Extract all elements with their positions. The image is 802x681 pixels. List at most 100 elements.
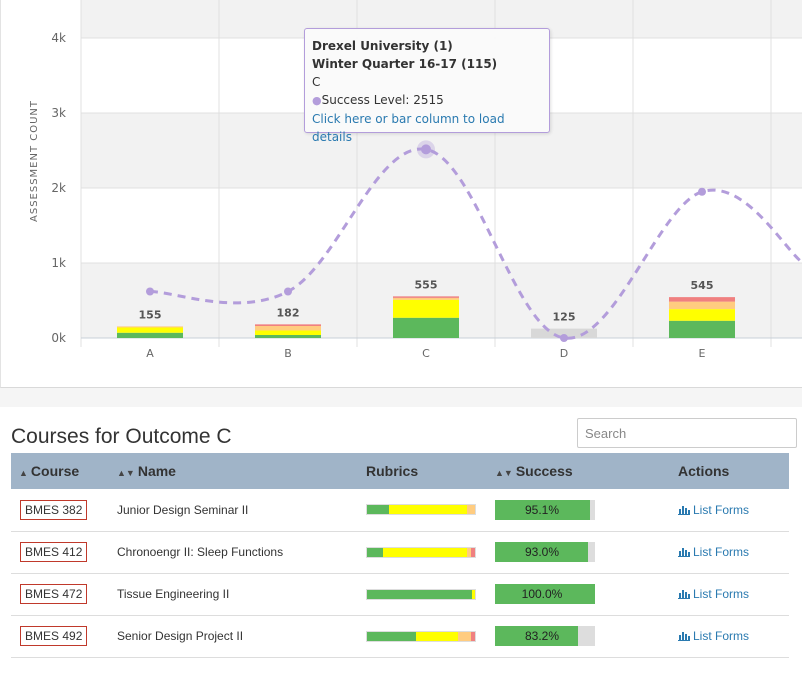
success-fill: [495, 499, 591, 520]
column-header-name[interactable]: ▲▼ Name: [117, 463, 176, 479]
bar-segment: [669, 320, 735, 338]
course-code-badge[interactable]: BMES 472: [20, 584, 88, 604]
courses-title: Courses for Outcome C: [11, 425, 232, 448]
rubric-segment: [467, 505, 475, 515]
grid-band: [81, 188, 802, 263]
bar-chart-icon: [678, 548, 690, 557]
table-row: BMES 492 Senior Design Project II 83.2% …: [11, 615, 789, 657]
rubric-bar: [366, 588, 476, 600]
rubric-segment: [367, 505, 389, 515]
bar-segment: [255, 335, 321, 338]
table-row: BMES 382 Junior Design Seminar II 95.1% …: [11, 489, 789, 531]
tooltip-value-row: ●Success Level: 2515: [312, 91, 542, 110]
course-code-badge[interactable]: BMES 382: [20, 499, 88, 520]
series-point: [284, 287, 292, 296]
list-forms-link[interactable]: List Forms: [678, 545, 749, 559]
course-code-badge[interactable]: BMES 492: [20, 626, 88, 646]
x-tick-label: A: [146, 347, 154, 360]
bar-segment: [669, 309, 735, 321]
y-tick-label: 1k: [51, 256, 66, 270]
table-row: BMES 412 Chronoengr II: Sleep Functions …: [11, 531, 789, 573]
rubric-segment: [470, 547, 475, 557]
rubric-bar: [366, 546, 476, 558]
list-forms-link[interactable]: List Forms: [678, 587, 749, 601]
rubric-bar: [366, 630, 476, 642]
rubric-segment: [415, 631, 458, 641]
success-bar: 100.0%: [495, 584, 595, 604]
course-name: Senior Design Project II: [117, 629, 244, 643]
tooltip-category: C: [312, 75, 321, 89]
y-tick-label: 4k: [51, 31, 66, 45]
y-tick-label: 0k: [51, 331, 66, 345]
column-header-rubrics: Rubrics: [366, 463, 419, 479]
bar-segment: [255, 330, 321, 335]
x-tick-label: C: [422, 347, 430, 360]
bar-chart-icon: [678, 632, 690, 641]
table-row: BMES 472 Tissue Engineering II 100.0% Li…: [11, 573, 789, 615]
rubric-segment: [367, 589, 472, 599]
rubric-segment: [471, 589, 475, 599]
tooltip-details-link[interactable]: Click here or bar column to load details: [312, 112, 505, 144]
bar-segment: [669, 297, 735, 302]
y-axis-title: ASSESSMENT COUNT: [29, 99, 40, 222]
success-bar: 83.2%: [495, 626, 595, 646]
x-tick-label: B: [284, 347, 292, 360]
bar-segment: [255, 326, 321, 331]
search-input[interactable]: [577, 418, 797, 448]
sort-icon: ▲▼: [117, 468, 135, 478]
chart-panel: 0k 1k 2k 3k 4k 155 A 182 B 555 C 125 D 545 E ASSESSMEN…: [0, 0, 802, 388]
success-fill: [495, 542, 588, 562]
rubric-segment: [367, 631, 416, 641]
course-name: Tissue Engineering II: [117, 587, 230, 601]
rubric-segment: [383, 547, 468, 557]
bar-total-label: 125: [553, 311, 576, 324]
series-point: [560, 334, 568, 342]
course-code-badge[interactable]: BMES 412: [20, 542, 88, 562]
column-header-success[interactable]: ▲▼ Success: [495, 463, 573, 479]
bar-segment: [117, 326, 183, 328]
rubric-segment: [467, 547, 471, 557]
bar-chart-icon: [678, 590, 690, 599]
bar-segment: [117, 327, 183, 333]
series-point: [146, 287, 154, 296]
series-dot-icon: ●: [312, 94, 322, 107]
bar-segment: [117, 332, 183, 338]
chart-tooltip: Drexel University (1) Winter Quarter 16-…: [304, 28, 550, 144]
success-fill: [495, 584, 595, 604]
bar-segment: [255, 324, 321, 326]
bar-total-label: 545: [691, 279, 714, 292]
tooltip-institution: Drexel University (1): [312, 39, 453, 53]
success-value: 93.0%: [524, 545, 560, 559]
success-bar: 93.0%: [495, 542, 595, 562]
column-header-course[interactable]: ▲ Course: [19, 463, 80, 479]
tooltip-value: Success Level: 2515: [321, 93, 444, 107]
success-bar: 95.1%: [495, 499, 595, 520]
courses-table: ▲ Course ▲▼ Name Rubrics ▲▼ Success Actions…: [11, 453, 789, 658]
success-value: 83.2%: [524, 629, 560, 643]
tooltip-term: Winter Quarter 16-17 (115): [312, 57, 498, 71]
sort-asc-icon: ▲: [19, 468, 28, 478]
bar-segment: [393, 317, 459, 338]
sort-icon: ▲▼: [495, 468, 513, 478]
bar-total-label: 155: [139, 308, 162, 321]
x-tick-label: E: [699, 347, 706, 360]
bar-segment: [393, 297, 459, 300]
rubric-segment: [388, 505, 468, 515]
success-fill: [495, 626, 579, 646]
column-header-actions: Actions: [678, 463, 730, 479]
list-forms-link[interactable]: List Forms: [678, 629, 749, 643]
bar-segment: [393, 296, 459, 298]
bar-segment: [531, 328, 597, 338]
success-value: 100.0%: [521, 587, 563, 601]
bar-segment: [393, 299, 459, 318]
course-name: Junior Design Seminar II: [117, 502, 249, 517]
bar-total-label: 182: [277, 306, 300, 319]
rubric-segment: [457, 631, 471, 641]
rubric-segment: [470, 631, 475, 641]
bar-chart-icon: [678, 505, 690, 515]
list-forms-link[interactable]: List Forms: [678, 503, 749, 517]
x-tick-label: D: [560, 347, 568, 360]
courses-panel: Courses for Outcome C ▲Course ▲▼Name Rub…: [0, 407, 802, 681]
series-point: [421, 144, 431, 155]
table-header-row: ▲ Course ▲▼ Name Rubrics ▲▼ Success Actions: [11, 453, 789, 489]
